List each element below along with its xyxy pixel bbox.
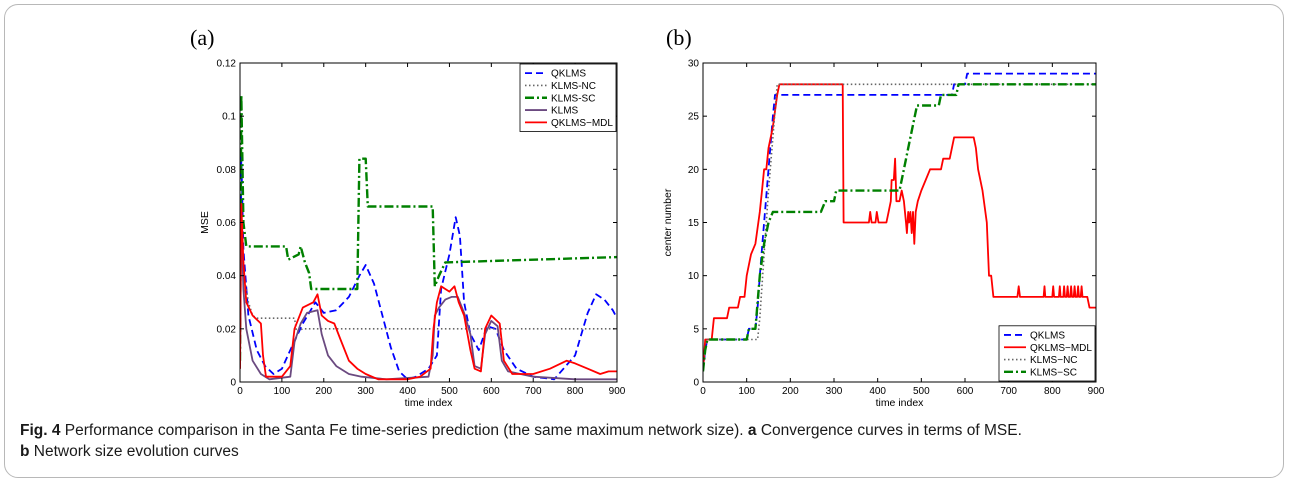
mse-series-0 (240, 155, 617, 381)
figure-charts: (a) 0 100 200 300 400 500 600 700 800 90000.020.0… (190, 25, 1105, 409)
mse-y-tick-label: 0.06 (217, 218, 237, 229)
center-number-x-tick-label: 100 (738, 386, 755, 397)
center-number-y-tick-label: 20 (688, 165, 700, 176)
mse-y-axis-label: MSE (199, 211, 211, 234)
center-number-legend-label: KLMS−NC (1030, 355, 1078, 366)
caption-text: Performance comparison in the Santa Fe t… (60, 422, 748, 439)
center-number-x-tick-label: 500 (913, 386, 930, 397)
center-number-x-tick-label: 200 (782, 386, 799, 397)
center-number-x-tick-label: 300 (826, 386, 843, 397)
center-number-y-tick-label: 25 (688, 112, 700, 123)
caption-fig-label: Fig. 4 (20, 422, 61, 439)
center-number-y-axis-label: center number (662, 188, 674, 256)
figure-caption: Fig. 4 Performance comparison in the San… (20, 420, 1270, 462)
mse-legend-label: KLMS-NC (551, 81, 596, 92)
center-number-series-1 (703, 83, 1096, 372)
center-number-legend-label: QKLMS (1030, 330, 1065, 341)
center-number-x-tick-label: 400 (869, 386, 886, 397)
center-number-chart: (b) 0 100 200 300 400 500 600 700 800 900 0 5 10 15 20… (662, 25, 1105, 409)
mse-x-tick-label: 0 (237, 386, 243, 397)
mse-series-2 (240, 93, 617, 361)
caption-b-label: b (20, 443, 30, 460)
center-number-x-axis-label: time index (876, 397, 925, 409)
mse-legend-label: KLMS-SC (551, 93, 595, 104)
center-number-x-tick-label: 800 (1044, 386, 1061, 397)
mse-x-tick-label: 800 (567, 386, 584, 397)
center-number-legend-label: QKLMS−MDL (1030, 343, 1092, 354)
mse-x-tick-label: 600 (483, 386, 500, 397)
mse-x-tick-label: 500 (441, 386, 458, 397)
mse-x-tick-label: 100 (274, 386, 291, 397)
mse-series-4 (240, 203, 617, 381)
center-number-y-tick-label: 30 (688, 59, 700, 70)
panel-b-label: (b) (666, 25, 692, 50)
mse-legend-box (519, 63, 617, 132)
mse-x-tick-label: 700 (525, 386, 542, 397)
mse-x-tick-label: 300 (357, 386, 374, 397)
mse-y-tick-label: 0.04 (217, 271, 237, 282)
caption-a-label: a (747, 422, 757, 439)
mse-x-tick-label: 200 (315, 386, 332, 397)
mse-chart: (a) 0 100 200 300 400 500 600 700 800 900 0 0.02 0.0… (190, 25, 626, 409)
center-number-x-tick-label: 700 (1000, 386, 1017, 397)
mse-y-tick-label: 0.1 (222, 112, 236, 123)
mse-x-tick-label: 400 (399, 386, 416, 397)
mse-legend-label: KLMS (551, 106, 579, 117)
center-number-x-tick-label: 0 (700, 386, 706, 397)
mse-y-tick-label: 0.12 (217, 59, 237, 70)
mse-legend-label: QKLMS−MDL (551, 118, 613, 129)
mse-y-tick-label: 0.08 (217, 165, 237, 176)
center-number-x-tick-label: 900 (1088, 386, 1105, 397)
caption-b-text: Network size evolution curves (29, 443, 239, 460)
center-number-y-tick-label: 15 (688, 218, 700, 229)
panel-a-label: (a) (190, 25, 214, 50)
figure-frame (4, 4, 1284, 478)
mse-y-tick-label: 0 (230, 378, 236, 389)
center-number-y-tick-label: 5 (693, 324, 699, 335)
mse-legend-label: QKLMS (551, 69, 586, 80)
center-number-x-tick-label: 600 (957, 386, 974, 397)
mse-x-tick-label: 900 (609, 386, 626, 397)
mse-x-axis-label: time index (405, 397, 454, 409)
caption-a-text: Convergence curves in terms of MSE. (756, 422, 1022, 439)
center-number-y-tick-label: 10 (688, 271, 700, 282)
center-number-series-3 (703, 83, 1096, 372)
mse-y-tick-label: 0.02 (217, 324, 237, 335)
center-number-y-tick-label: 0 (693, 378, 699, 389)
center-number-legend-label: KLMS−SC (1030, 367, 1077, 378)
mse-series-3 (240, 216, 617, 381)
